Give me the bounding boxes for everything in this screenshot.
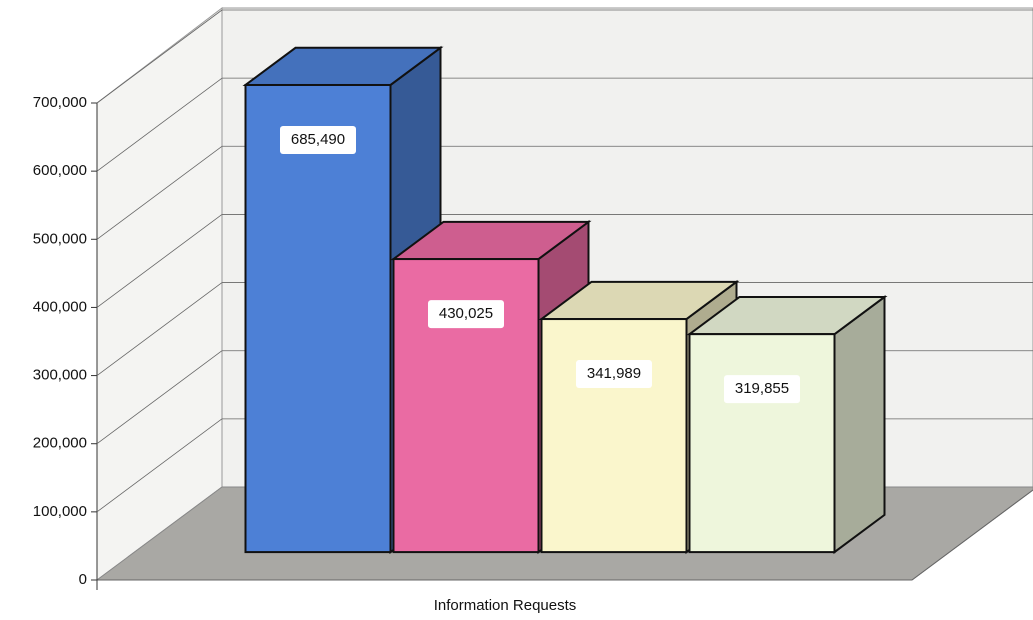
y-tick-label: 500,000 [33,230,87,247]
value-label: 685,490 [291,131,345,148]
grid-line [96,282,223,376]
value-label: 430,025 [439,305,493,322]
y-tick-label: 600,000 [33,162,87,179]
y-tick-label: 200,000 [33,435,87,452]
bar [244,83,392,554]
value-label-box [576,360,652,389]
value-label: 319,855 [735,380,789,397]
grid-line [96,214,223,308]
grid-line [96,9,223,104]
left-wall [96,6,223,581]
x-axis-label: Information Requests [434,597,577,614]
bar-side [833,294,886,555]
grid-line [96,418,223,513]
value-label-box [428,300,504,329]
value-label-box [280,125,356,154]
y-tick-label: 400,000 [33,298,87,315]
floor-edge [911,489,1033,581]
y-tick-label: 0 [79,571,87,588]
grid-line [96,77,223,172]
value-label: 341,989 [587,365,641,382]
grid-line [96,350,223,445]
y-tick-label: 300,000 [33,367,87,384]
bar [540,318,688,554]
value-label-box [724,375,800,404]
bar [688,333,836,554]
y-tick-label: 100,000 [33,503,87,520]
grid-line [96,145,223,240]
y-tick-label: 700,000 [33,94,87,111]
